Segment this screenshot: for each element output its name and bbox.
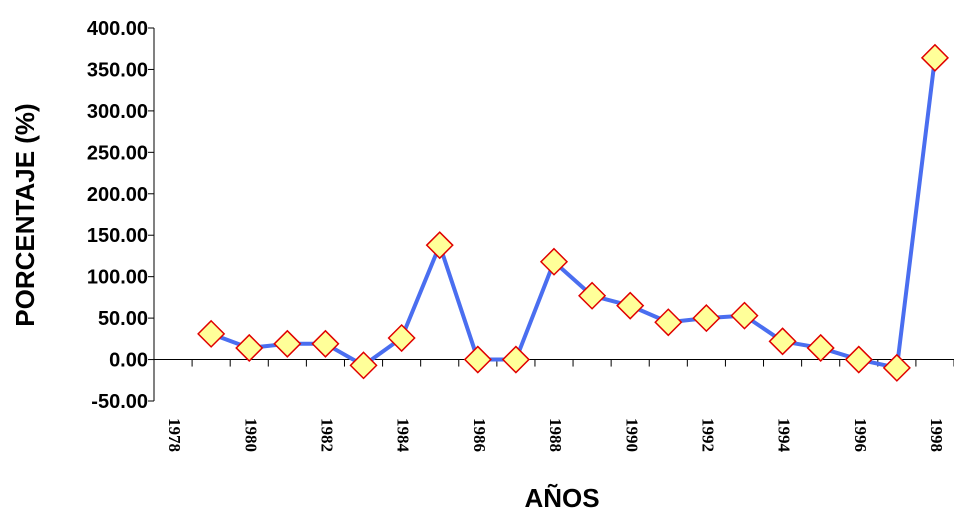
x-tick-label: 1998 bbox=[927, 418, 946, 452]
x-tick-label: 1984 bbox=[394, 418, 413, 453]
y-axis-title: PORCENTAJE (%) bbox=[10, 103, 40, 326]
x-tick-label: 1982 bbox=[318, 418, 337, 452]
data-point-marker bbox=[920, 43, 950, 72]
y-tick-label: 400.00 bbox=[87, 18, 148, 40]
data-point-marker bbox=[387, 323, 416, 353]
data-point-marker bbox=[197, 319, 226, 348]
x-tick-label: 1988 bbox=[546, 418, 565, 452]
data-point-marker bbox=[349, 351, 378, 380]
data-point-marker bbox=[425, 231, 454, 260]
data-point-marker bbox=[463, 345, 492, 374]
data-point-marker bbox=[692, 304, 721, 333]
x-axis: 1978 1980 1982 1984 1986 1988 1990 1992 1994 1996… bbox=[153, 359, 954, 453]
y-tick-label: 0.00 bbox=[109, 350, 148, 372]
x-tick-label: 1996 bbox=[851, 418, 870, 452]
data-point-marker bbox=[654, 308, 683, 337]
x-tick-label: 1986 bbox=[470, 418, 489, 452]
y-tick-label: 150.00 bbox=[87, 225, 148, 247]
data-point-marker bbox=[501, 345, 530, 374]
data-point-marker bbox=[578, 281, 607, 310]
x-axis-title: AÑOS bbox=[524, 483, 599, 513]
marker-group bbox=[197, 43, 950, 382]
data-point-marker bbox=[616, 291, 645, 320]
x-tick-label: 1994 bbox=[775, 418, 794, 453]
data-point-marker bbox=[768, 327, 797, 356]
y-tick-label: 250.00 bbox=[87, 142, 148, 164]
series-line-group bbox=[210, 57, 937, 370]
y-tick-label: 200.00 bbox=[87, 184, 148, 206]
data-point-marker bbox=[806, 333, 835, 363]
y-tick-label: 50.00 bbox=[98, 308, 148, 330]
y-tick-label: -50.00 bbox=[91, 391, 148, 413]
y-tick-label: 100.00 bbox=[87, 267, 148, 289]
data-point-marker bbox=[730, 301, 759, 330]
x-tick-label: 1978 bbox=[165, 418, 184, 452]
data-point-marker bbox=[882, 353, 911, 382]
y-tick-label: 350.00 bbox=[87, 59, 148, 81]
data-point-marker bbox=[844, 345, 873, 374]
x-tick-label: 1990 bbox=[622, 418, 641, 452]
data-point-marker bbox=[235, 333, 264, 363]
x-tick-label: 1980 bbox=[241, 418, 260, 452]
x-tick-label: 1992 bbox=[698, 418, 717, 452]
data-point-marker bbox=[273, 329, 302, 358]
y-axis: 400.00 350.00 300.00 250.00 200.00 150.00 100.… bbox=[87, 18, 155, 413]
y-tick-label: 300.00 bbox=[87, 101, 148, 123]
data-point-marker bbox=[311, 329, 340, 358]
series-line bbox=[210, 57, 937, 370]
data-point-marker bbox=[539, 247, 569, 276]
